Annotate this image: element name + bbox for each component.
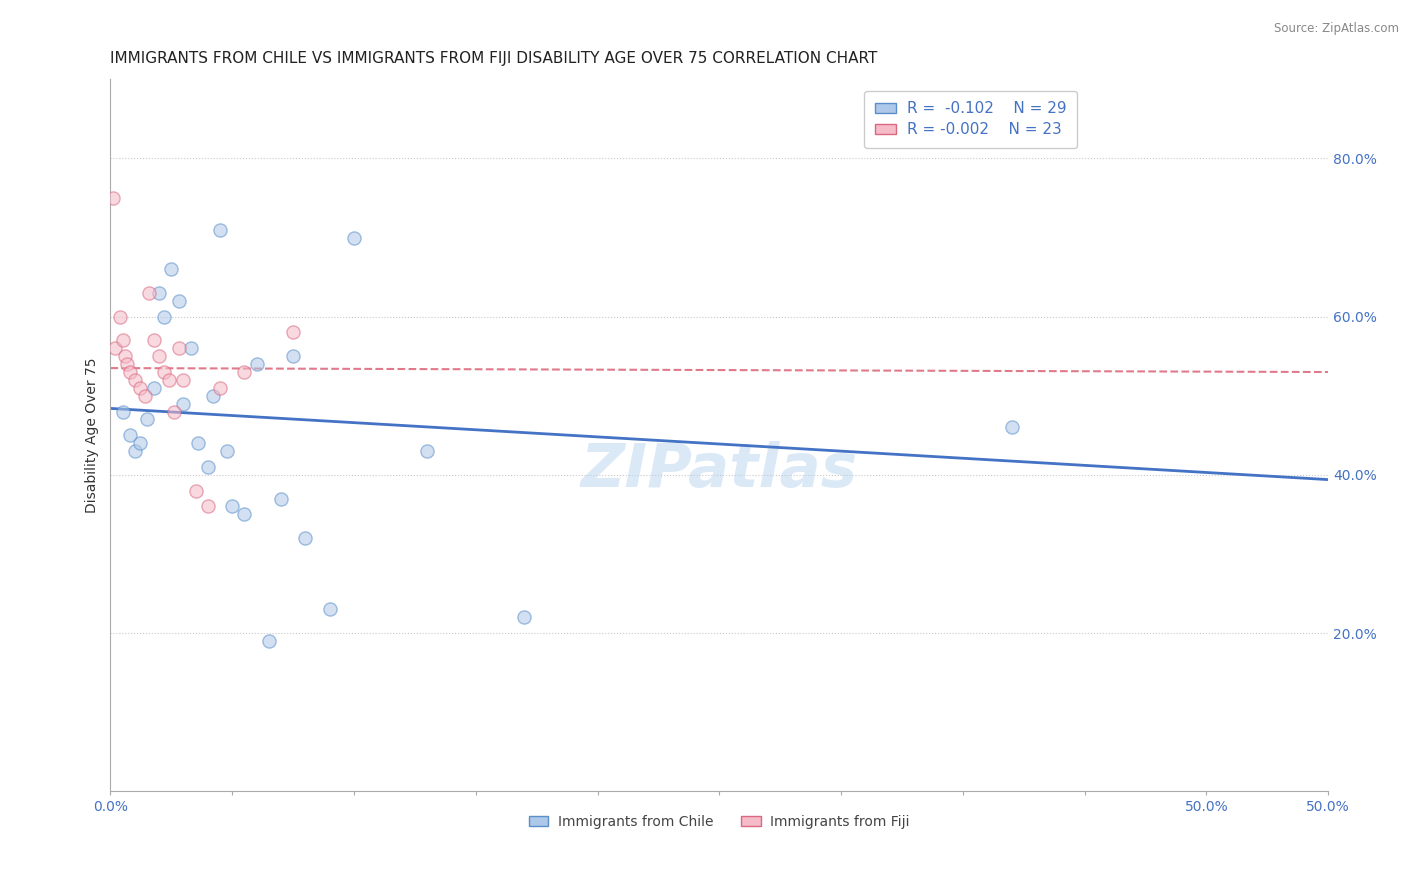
Point (153, 365, 176, 379)
Point (157, 373, 180, 387)
Point (184, 483, 207, 498)
Point (118, 365, 141, 379)
Point (233, 365, 256, 379)
Point (101, 191, 124, 205)
Point (208, 381, 231, 395)
Point (111, 404, 134, 418)
Point (187, 436, 209, 450)
Point (160, 262, 183, 277)
Point (217, 444, 239, 458)
Point (148, 285, 170, 300)
Point (117, 357, 139, 371)
Point (143, 334, 166, 348)
Point (136, 412, 159, 426)
Point (281, 326, 304, 340)
Point (416, 444, 439, 458)
Point (138, 285, 160, 300)
Text: IMMIGRANTS FROM CHILE VS IMMIGRANTS FROM FIJI DISABILITY AGE OVER 75 CORRELATION: IMMIGRANTS FROM CHILE VS IMMIGRANTS FROM… (111, 51, 877, 66)
Point (245, 357, 267, 371)
Point (197, 500, 219, 514)
Point (172, 397, 194, 411)
Point (1000, 420, 1022, 434)
Point (270, 491, 292, 506)
Point (111, 334, 134, 348)
Legend: Immigrants from Chile, Immigrants from Fiji: Immigrants from Chile, Immigrants from F… (523, 809, 915, 834)
Point (233, 508, 256, 522)
Point (108, 310, 131, 324)
Point (257, 634, 280, 648)
Point (104, 341, 127, 355)
Point (124, 444, 146, 458)
Text: Source: ZipAtlas.com: Source: ZipAtlas.com (1274, 22, 1399, 36)
Point (153, 310, 176, 324)
Point (167, 341, 190, 355)
Point (114, 349, 136, 363)
Point (180, 341, 202, 355)
Y-axis label: Disability Age Over 75: Disability Age Over 75 (86, 358, 100, 513)
Point (281, 349, 304, 363)
Text: ZIPatlas: ZIPatlas (581, 442, 858, 500)
Point (124, 373, 146, 387)
Point (167, 293, 190, 308)
Point (163, 404, 186, 418)
Point (221, 500, 243, 514)
Point (134, 389, 156, 403)
Point (208, 222, 231, 236)
Point (128, 381, 150, 395)
Point (118, 428, 141, 442)
Point (294, 531, 316, 545)
Point (172, 373, 194, 387)
Point (148, 349, 170, 363)
Point (343, 230, 366, 244)
Point (513, 610, 536, 624)
Point (318, 602, 340, 616)
Point (128, 436, 150, 450)
Point (197, 459, 219, 474)
Point (143, 381, 166, 395)
Point (201, 389, 224, 403)
